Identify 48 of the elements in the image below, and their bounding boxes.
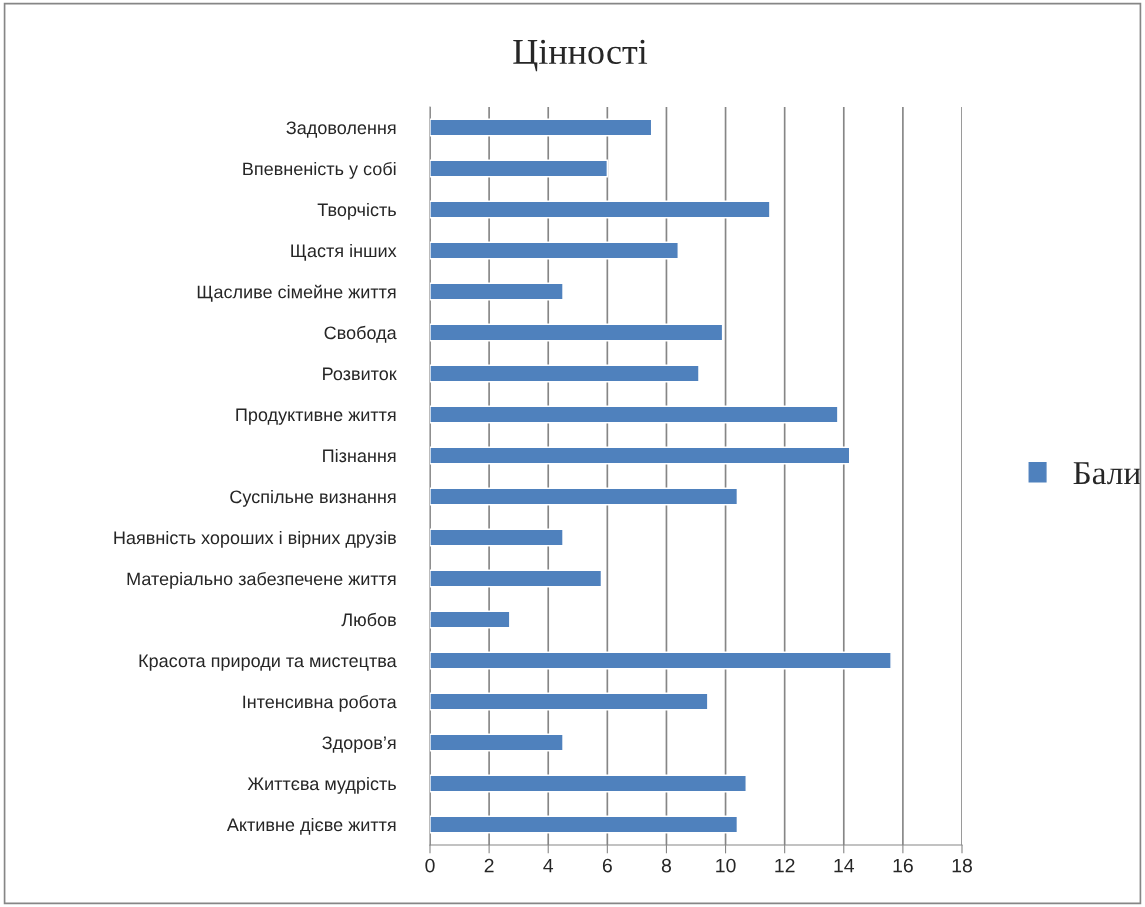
- y-tick-label: Життєва мудрість: [247, 776, 396, 794]
- bar: [430, 118, 653, 137]
- y-tick-label: Активне дієве життя: [226, 817, 396, 835]
- y-tick-label: Розвиток: [323, 367, 397, 381]
- x-tick-label: 6: [602, 858, 612, 873]
- bar: [430, 815, 739, 834]
- y-tick-label: Щастя інших: [291, 243, 397, 261]
- bar: [430, 528, 564, 547]
- bar: [430, 282, 564, 301]
- x-tick-label: 0: [425, 858, 435, 873]
- bar: [430, 200, 771, 219]
- bar: [430, 774, 747, 793]
- y-tick-label: Творчість: [317, 202, 396, 220]
- y-tick-label: Здоров’я: [322, 736, 396, 753]
- bar: [430, 569, 603, 588]
- x-tick-label: 4: [543, 858, 554, 873]
- x-tick-label: 8: [661, 858, 672, 873]
- y-tick-label: Інтенсивна робота: [243, 694, 397, 712]
- y-tick-label: Матеріально забезпечене життя: [127, 571, 396, 589]
- y-tick-label: Суспільне визнання: [230, 489, 396, 507]
- x-tick-label: 2: [484, 858, 494, 873]
- bar: [430, 364, 700, 383]
- x-tick-label: 16: [893, 858, 913, 873]
- bar: [430, 733, 564, 752]
- y-tick-label: Пізнання: [323, 448, 396, 463]
- legend-label: Бали: [1073, 462, 1141, 485]
- x-tick-label: 10: [716, 858, 736, 873]
- bar: [430, 651, 892, 670]
- bar: [430, 241, 679, 260]
- y-tick-label: Продуктивне життя: [236, 408, 396, 425]
- y-tick-label: Наявність хороших і вірних друзів: [114, 530, 396, 548]
- y-tick-label: Красота природи та мистецтва: [139, 654, 397, 671]
- x-tick-label: 18: [952, 858, 972, 873]
- y-tick-label: Свобода: [324, 325, 397, 343]
- bar: [430, 405, 839, 424]
- bar: [430, 610, 511, 629]
- y-tick-label: Задоволення: [286, 121, 396, 138]
- y-tick-label: Щасливе сімейне життя: [197, 284, 396, 302]
- bar: [430, 487, 739, 506]
- chart-title: Цінності: [513, 39, 648, 72]
- x-tick-label: 14: [834, 858, 855, 873]
- bar: [430, 159, 609, 178]
- bar: [430, 692, 709, 711]
- x-tick-label: 12: [775, 858, 795, 873]
- bar: [430, 323, 724, 342]
- y-tick-label: Впевненість у собі: [243, 161, 396, 179]
- bar: [430, 446, 851, 465]
- y-tick-label: Любов: [341, 612, 396, 627]
